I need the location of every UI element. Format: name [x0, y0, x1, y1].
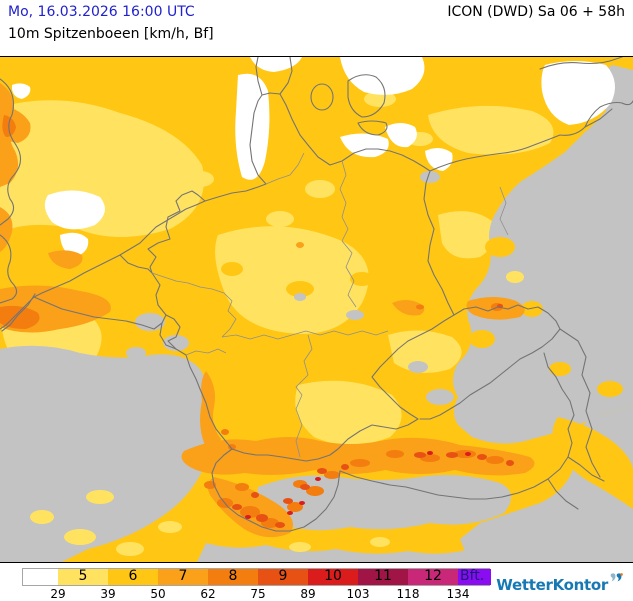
legend-tick-62: 62: [200, 587, 216, 601]
legend-cell-5: 5: [58, 569, 108, 585]
wetterkontor-logo: WetterKontor: [496, 573, 623, 595]
state-borders: [151, 152, 509, 458]
legend-tick-29: 29: [50, 587, 66, 601]
legend-cell-7: 7: [158, 569, 208, 585]
legend-tick-134: 134: [446, 587, 470, 601]
yellow-in-gray: [30, 237, 633, 556]
legend-cell-6: 6: [108, 569, 158, 585]
legend-tick-89: 89: [300, 587, 316, 601]
legend-tick-118: 118: [396, 587, 420, 601]
parameter-label: 10m Spitzenboeen [km/h, Bf]: [8, 26, 214, 42]
legend-cell-Bft: Bft.: [458, 569, 491, 585]
legend-cell-blank: [23, 569, 58, 585]
wind-gust-map: [0, 56, 633, 563]
legend-tick-39: 39: [100, 587, 116, 601]
legend: 5 6 7 8 9 10 11 12 Bft. 29 39 50 62 75 89 103 118 134: [22, 568, 491, 601]
logo-quote-icon: [610, 573, 623, 582]
legend-cell-11: 11: [358, 569, 408, 585]
legend-bar: 5 6 7 8 9 10 11 12 Bft.: [22, 568, 491, 586]
legend-cell-12: 12: [408, 569, 458, 585]
legend-tick-50: 50: [150, 587, 166, 601]
legend-cell-10: 10: [308, 569, 358, 585]
below-scale-regions: [0, 65, 633, 562]
datetime-label: Mo, 16.03.2026 16:00 UTC: [8, 4, 195, 20]
bft6-speckles: [32, 252, 403, 385]
logo-text: WetterKontor: [496, 576, 608, 594]
country-borders: [0, 57, 633, 532]
legend-tick-75: 75: [250, 587, 266, 601]
legend-cell-9: 9: [258, 569, 308, 585]
model-run-label: ICON (DWD) Sa 06 + 58h: [447, 4, 625, 20]
bft5-regions: [0, 91, 554, 445]
calm-white-regions: [11, 57, 615, 257]
legend-cell-8: 8: [208, 569, 258, 585]
map-canvas: [0, 57, 633, 562]
legend-tick-103: 103: [346, 587, 370, 601]
legend-ticks: 29 39 50 62 75 89 103 118 134: [22, 587, 490, 601]
